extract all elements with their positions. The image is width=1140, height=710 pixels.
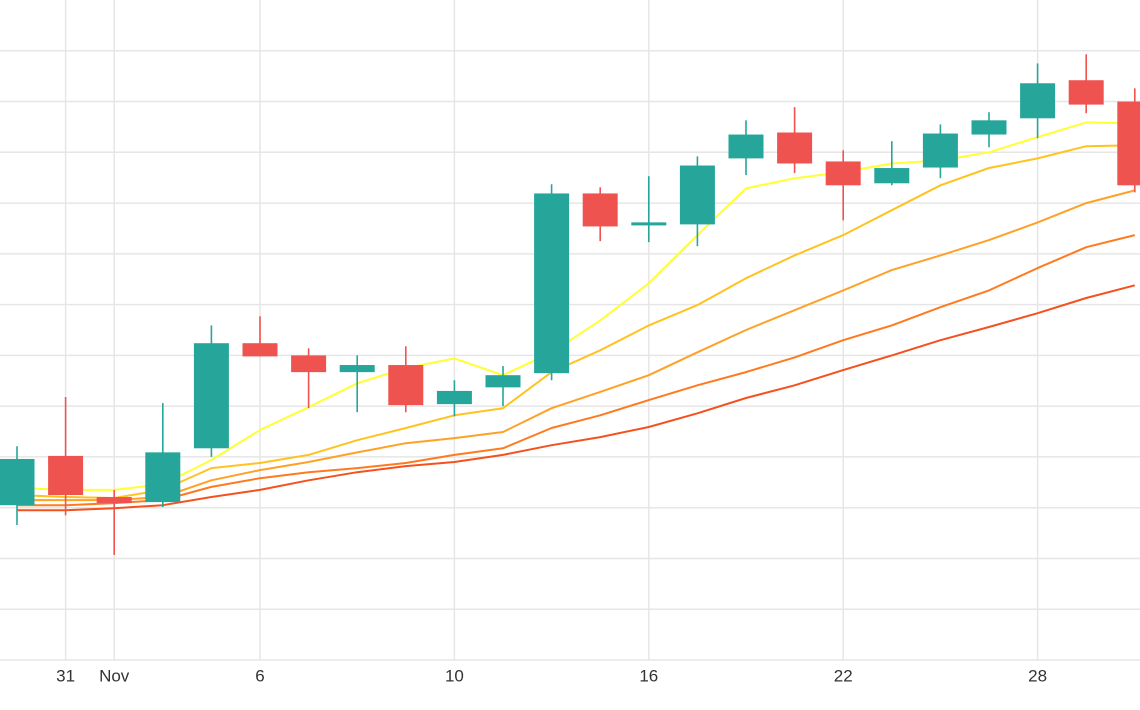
- x-tick-label: Nov: [99, 666, 130, 685]
- x-tick-label: 16: [639, 666, 658, 685]
- candle-body: [631, 222, 667, 226]
- candle-body: [96, 497, 132, 504]
- x-tick-label: 6: [255, 666, 264, 685]
- candle-body: [339, 365, 375, 373]
- candle-body: [922, 133, 958, 168]
- candle-body: [971, 120, 1007, 135]
- candle-body: [582, 193, 618, 227]
- moving-average-line: [17, 284, 1136, 512]
- x-tick-label: 31: [56, 666, 75, 685]
- candle-body: [777, 132, 813, 164]
- candle-body: [485, 375, 521, 388]
- candle-body: [436, 390, 472, 405]
- x-tick-label: 22: [834, 666, 853, 685]
- moving-average-line: [17, 189, 1136, 502]
- candle-body: [728, 134, 764, 159]
- x-axis: 31 Nov 6 10 16 22 28: [56, 666, 1047, 685]
- candle-body: [388, 365, 424, 406]
- candle-body: [193, 343, 229, 449]
- candle-body: [874, 168, 910, 184]
- candle-body: [534, 193, 570, 374]
- candle-body: [291, 355, 327, 373]
- candle-body: [145, 452, 181, 503]
- moving-average-line: [17, 234, 1136, 507]
- grid: [0, 0, 1140, 661]
- candle-body: [242, 343, 278, 357]
- candle-body: [48, 455, 84, 495]
- candle-body: [0, 458, 35, 506]
- moving-average-line: [16, 121, 1135, 491]
- candle-body: [825, 161, 861, 186]
- moving-average-line: [16, 144, 1135, 499]
- candle-body: [1020, 83, 1056, 119]
- x-tick-label: 10: [445, 666, 464, 685]
- candle-body: [1117, 101, 1140, 186]
- x-tick-label: 28: [1028, 666, 1047, 685]
- candle-body: [679, 165, 715, 225]
- moving-averages: [16, 121, 1136, 512]
- candle-body: [1068, 80, 1104, 105]
- candles: [0, 54, 1140, 555]
